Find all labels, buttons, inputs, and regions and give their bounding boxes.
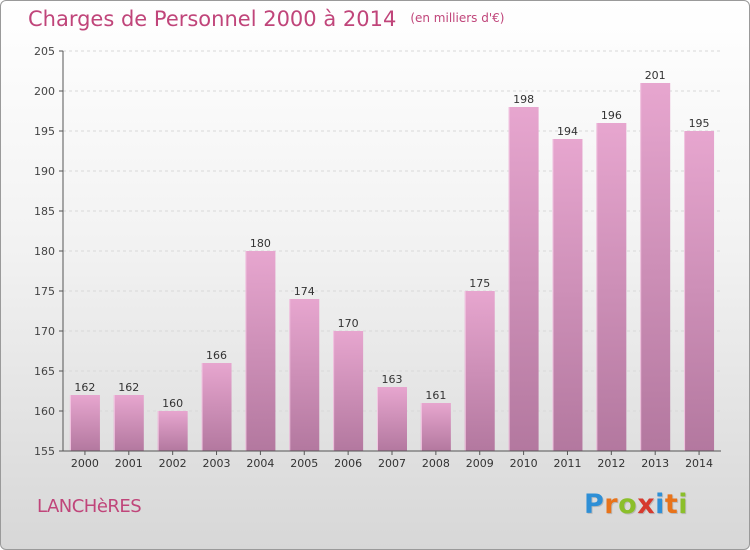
data-label: 162 [118, 381, 139, 394]
y-tick-label: 175 [34, 285, 55, 298]
bar [289, 299, 320, 451]
y-tick-label: 160 [34, 405, 55, 418]
data-label: 162 [74, 381, 95, 394]
logo-letter: t [664, 489, 679, 520]
x-tick-label: 2012 [597, 457, 625, 470]
town-name: LANCHèRES [37, 496, 142, 517]
x-tick-label: 2002 [159, 457, 187, 470]
x-tick-label: 2009 [466, 457, 494, 470]
data-label: 201 [645, 69, 666, 82]
data-label: 194 [557, 125, 578, 138]
x-tick-label: 2003 [203, 457, 231, 470]
data-label: 198 [513, 93, 534, 106]
y-tick-label: 190 [34, 165, 55, 178]
data-label: 174 [294, 285, 315, 298]
data-label: 180 [250, 237, 271, 250]
logo-letter: i [678, 489, 689, 520]
x-tick-label: 2007 [378, 457, 406, 470]
y-tick-label: 195 [34, 125, 55, 138]
bar [552, 139, 583, 451]
bar [508, 107, 539, 451]
chart-title: Charges de Personnel 2000 à 2014 (en mill… [28, 7, 504, 31]
logo-letter: x [637, 489, 656, 520]
x-tick-label: 2005 [290, 457, 318, 470]
logo-letter: i [655, 489, 665, 520]
x-tick-label: 2001 [115, 457, 143, 470]
bar [684, 131, 715, 451]
y-tick-label: 170 [34, 325, 55, 338]
proxiti-logo: Proxiti [584, 489, 688, 520]
bar [245, 251, 276, 451]
bar [420, 403, 451, 451]
chart-subtitle: (en milliers d'€) [410, 11, 505, 25]
x-tick-label: 2000 [71, 457, 99, 470]
logo-letter: o [618, 489, 638, 520]
bars [69, 83, 715, 451]
y-tick-label: 200 [34, 85, 55, 98]
x-tick-label: 2013 [641, 457, 669, 470]
bar [113, 395, 144, 451]
logo-letter: P [584, 489, 605, 520]
x-tick-label: 2010 [510, 457, 538, 470]
x-tick-label: 2014 [685, 457, 713, 470]
bar [157, 411, 188, 451]
bar [640, 83, 671, 451]
logo-letter: r [604, 489, 619, 520]
data-label: 195 [689, 117, 710, 130]
x-tick-label: 2008 [422, 457, 450, 470]
data-label: 175 [469, 277, 490, 290]
data-label: 196 [601, 109, 622, 122]
data-label: 170 [338, 317, 359, 330]
chart-title-text: Charges de Personnel 2000 à 2014 [28, 7, 397, 31]
y-tick-label: 155 [34, 445, 55, 458]
x-tick-label: 2011 [553, 457, 581, 470]
data-label: 161 [425, 389, 446, 402]
data-label: 163 [382, 373, 403, 386]
y-tick-label: 205 [34, 45, 55, 58]
bar [377, 387, 407, 451]
y-tick-label: 165 [34, 365, 55, 378]
x-tick-label: 2004 [246, 457, 274, 470]
data-label: 160 [162, 397, 183, 410]
bar [333, 331, 364, 451]
bar [69, 395, 100, 451]
bar [464, 291, 495, 451]
x-tick-label: 2006 [334, 457, 362, 470]
axes [62, 51, 721, 455]
y-tick-label: 180 [34, 245, 55, 258]
data-label: 166 [206, 349, 227, 362]
y-tick-label: 185 [34, 205, 55, 218]
bar [201, 363, 232, 451]
bar [596, 123, 627, 451]
labels: 155 160 165 170 175 180 185 190 195 200 205 162 2000… [34, 45, 713, 470]
